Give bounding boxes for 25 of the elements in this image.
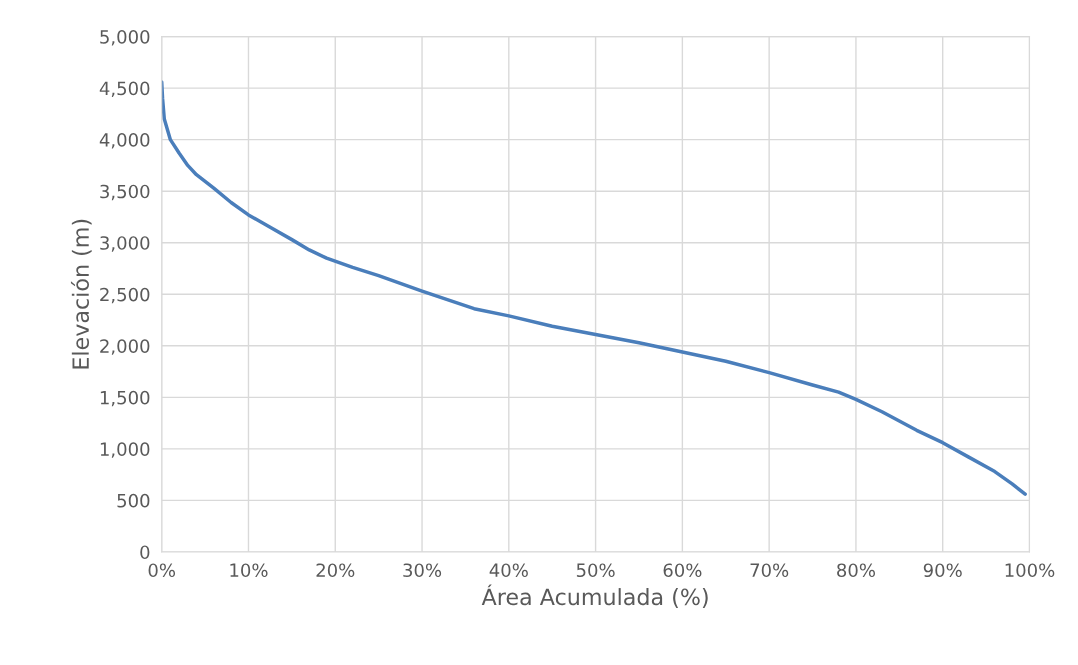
y-tick-label: 2,000 — [100, 339, 150, 355]
x-tick-label: 20% — [316, 563, 355, 578]
y-tick-label: 3,500 — [100, 184, 150, 201]
x-tick-label: 40% — [489, 563, 528, 578]
y-tick-label: 4,000 — [99, 133, 150, 149]
y-tick-label: 1,000 — [100, 442, 150, 458]
y-tick-label: 4,500 — [99, 81, 150, 98]
y-tick-label: 1,500 — [100, 390, 150, 407]
x-tick-label: 0% — [148, 563, 176, 578]
line-series — [161, 80, 1027, 496]
x-tick-label: 50% — [576, 563, 615, 578]
y-tick-label: 3,000 — [100, 236, 150, 252]
y-tick-label: 500 — [117, 493, 150, 508]
y-tick-label: 2,500 — [100, 287, 150, 304]
x-tick-label: 90% — [923, 563, 962, 578]
x-tick-label: 60% — [663, 563, 702, 578]
y-axis-title: Elevación (m) — [70, 219, 92, 369]
y-tick-label: 0 — [140, 545, 150, 560]
x-tick-label: 100% — [1005, 563, 1055, 578]
x-tick-label: 10% — [230, 563, 268, 578]
x-tick-label: 30% — [403, 563, 442, 578]
x-axis-title: Área Acumulada (%) — [481, 584, 708, 608]
x-tick-label: 80% — [837, 563, 875, 578]
y-tick-label: 5,000 — [100, 30, 150, 46]
x-tick-label: 70% — [750, 563, 789, 578]
